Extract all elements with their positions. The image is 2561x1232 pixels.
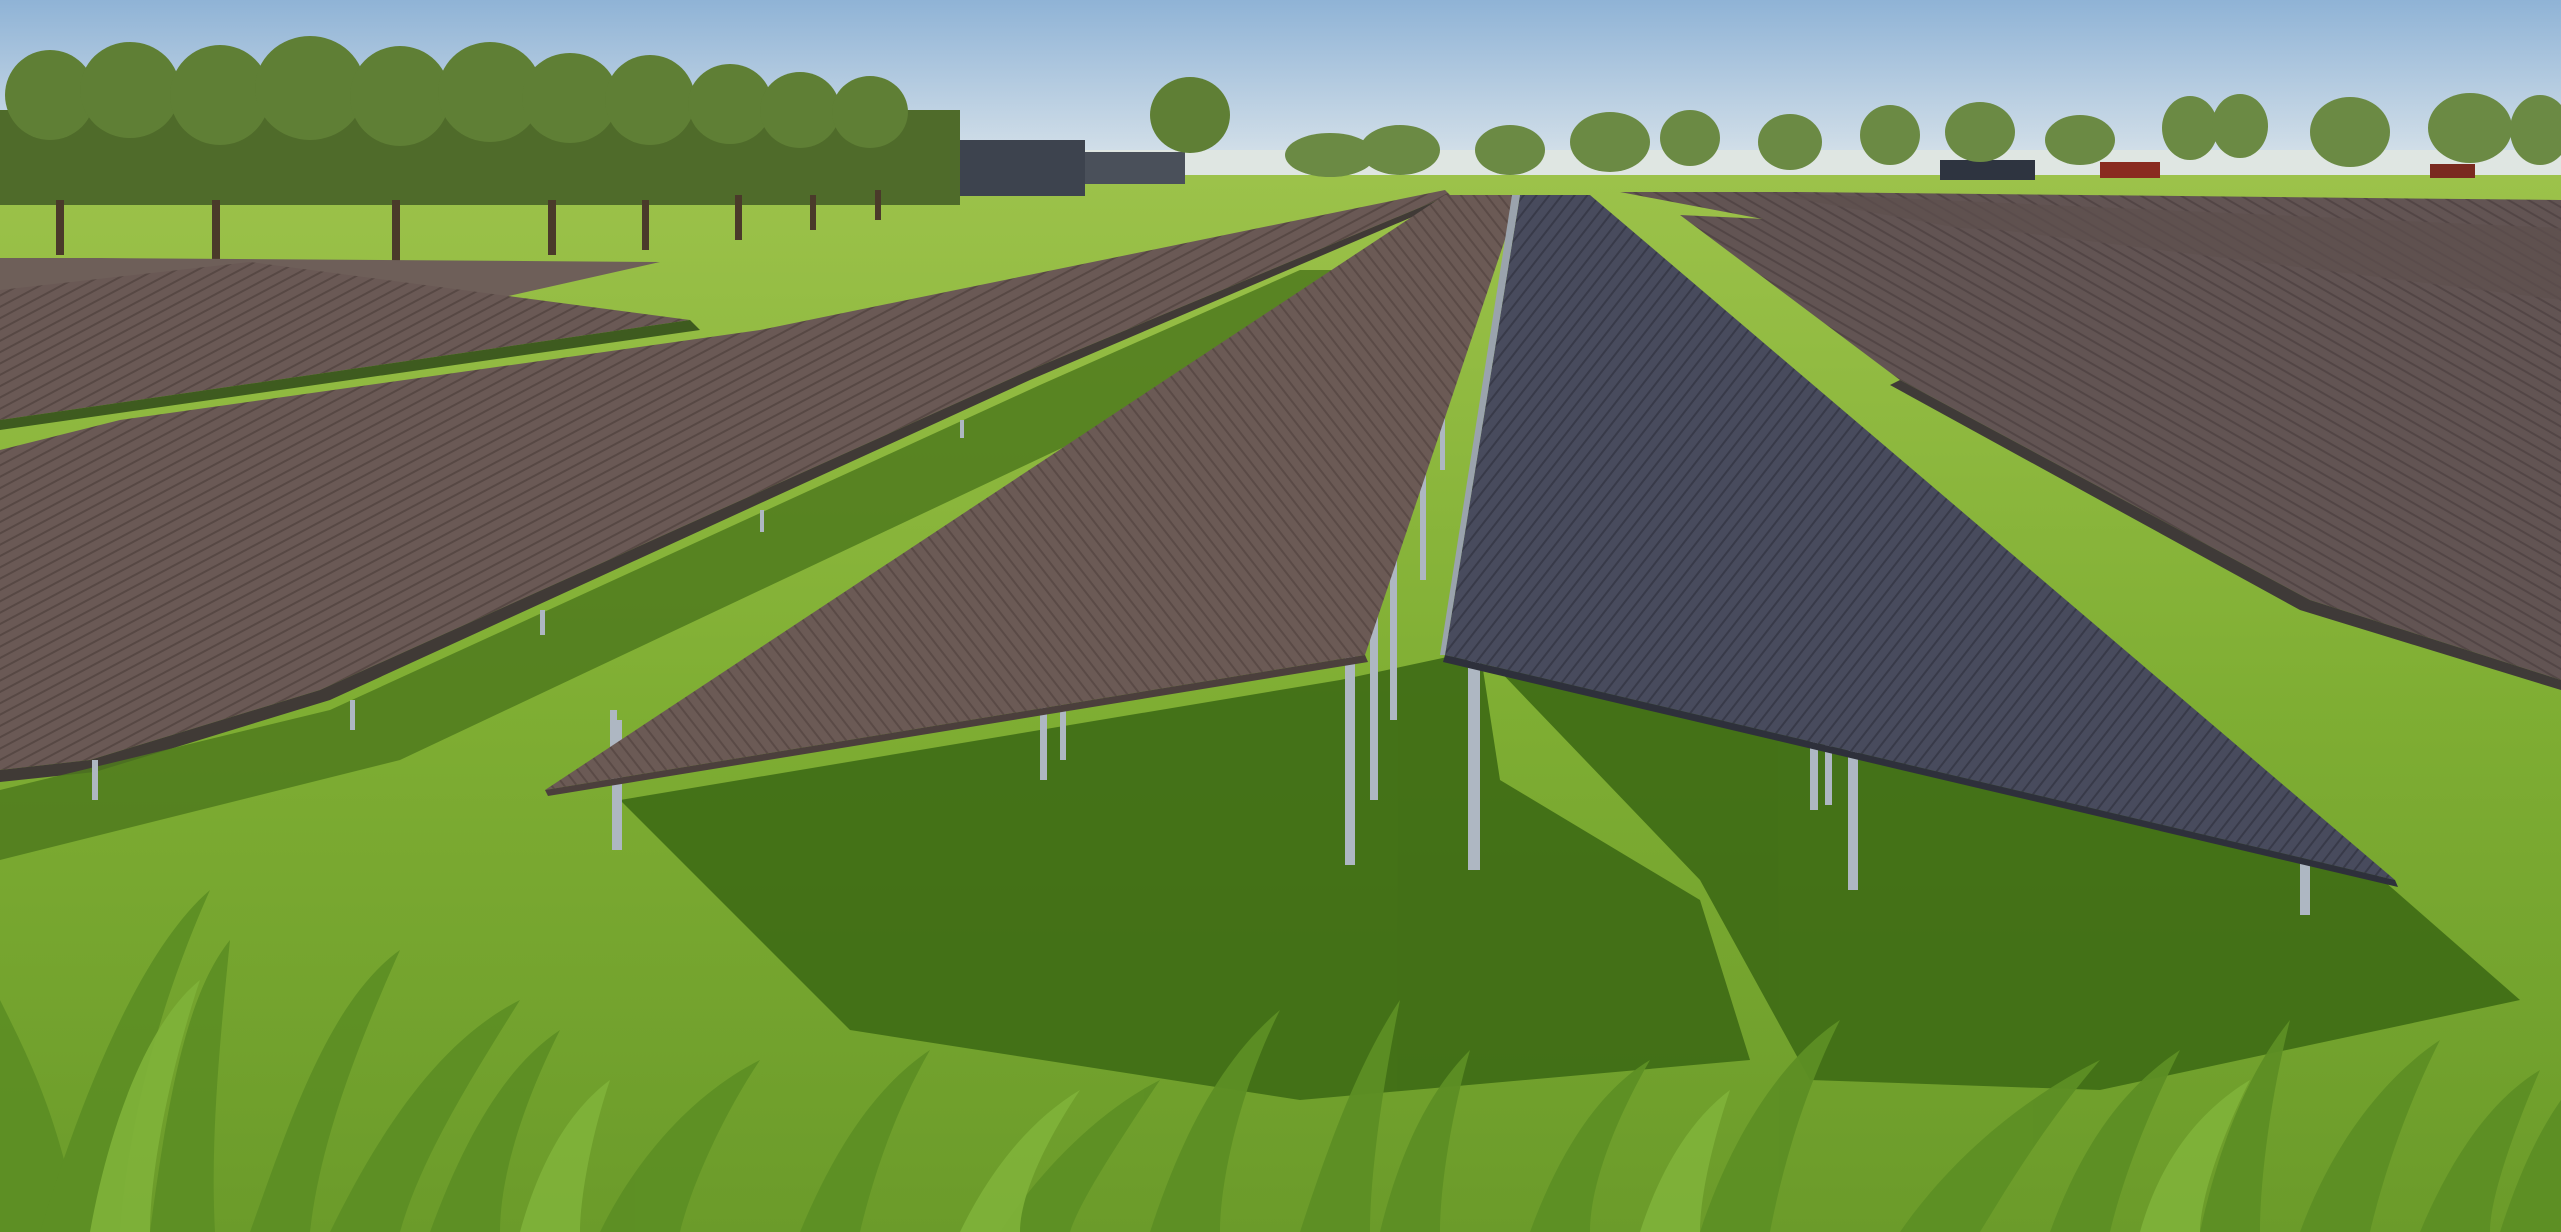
foreground-grass-light: [90, 980, 2250, 1232]
tree-line-left: [0, 36, 1230, 270]
panel-row-left: [0, 190, 1452, 860]
tree-line-right: [1285, 93, 2561, 177]
distant-buildings: [940, 140, 2475, 196]
panel-row-far-left: [0, 258, 700, 430]
panel-row-center-blue: [1440, 195, 2398, 915]
panel-row-center-brown: [545, 195, 1520, 865]
panel-row-far-right: [1620, 192, 2561, 690]
foreground-grass: [0, 890, 2561, 1232]
center-shadows: [620, 640, 2520, 1100]
